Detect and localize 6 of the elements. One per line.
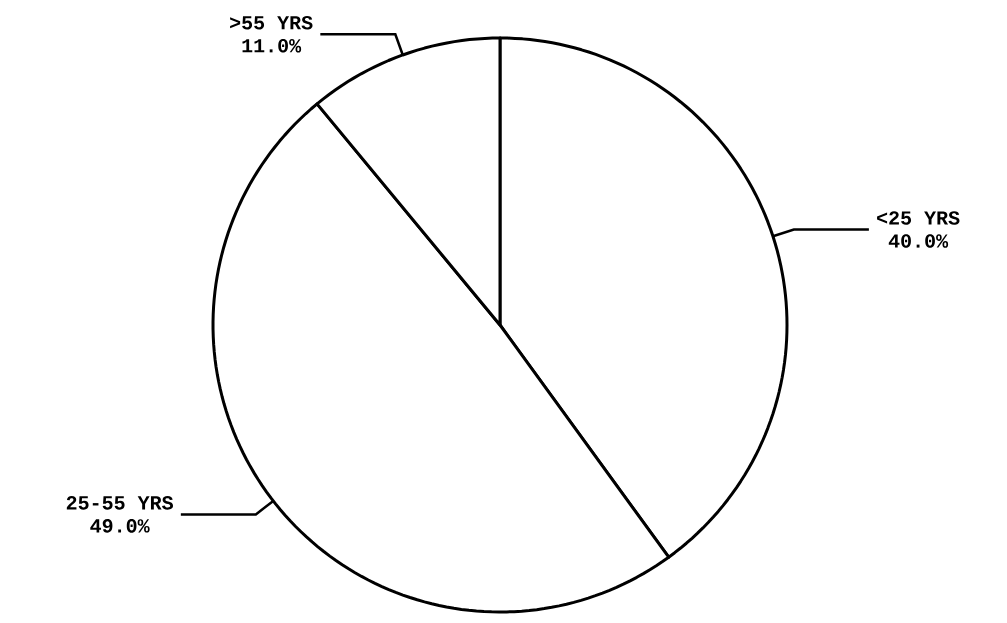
slice-label: <25 YRS [877, 211, 960, 225]
slice-label: >55 YRS [230, 15, 313, 30]
data-label: 40.0% [888, 234, 949, 248]
data-label: 49.0% [90, 519, 150, 533]
slice-label: 25-55 YRS [66, 496, 173, 510]
data-label: 11.0% [242, 38, 302, 53]
